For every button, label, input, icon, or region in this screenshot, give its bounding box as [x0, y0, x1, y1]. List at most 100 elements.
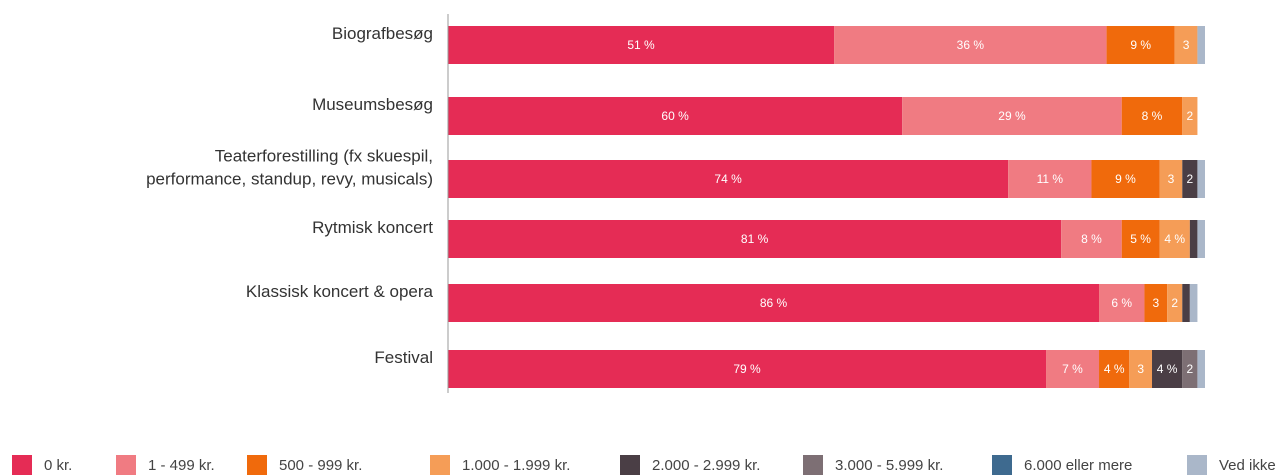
legend-item: 1.000 - 1.999 kr.: [430, 454, 570, 476]
data-label: 5 %: [1130, 232, 1151, 246]
legend-swatch: [620, 455, 640, 475]
bar-segment: [1182, 97, 1198, 135]
bar-segment: [1091, 160, 1160, 198]
bar-segment: [1106, 26, 1175, 64]
bar-segment: [1121, 97, 1183, 135]
legend-label: 0 kr.: [44, 456, 73, 474]
legend-label: 3.000 - 5.999 kr.: [835, 456, 944, 474]
legend-item: 2.000 - 2.999 kr.: [620, 454, 760, 476]
category-label-line: performance, standup, revy, musicals): [146, 170, 433, 189]
legend-label: 500 - 999 kr.: [279, 456, 363, 474]
bar-segment: [1189, 220, 1198, 258]
bar-segment: [1159, 220, 1190, 258]
category-label-line: Klassisk koncert & opera: [246, 282, 434, 301]
data-label: 2: [1187, 109, 1194, 123]
legend-swatch: [12, 455, 32, 475]
bar-segment: [1144, 284, 1168, 322]
bar-segment: [1197, 160, 1205, 198]
bar-segment: [1121, 220, 1160, 258]
legend-item: 500 - 999 kr.: [247, 454, 362, 476]
bar-segment: [448, 220, 1062, 258]
legend-item: Ved ikke: [1187, 454, 1276, 476]
bar-segment: [448, 26, 835, 64]
bar-segment: [1197, 26, 1205, 64]
legend-item: 0 kr.: [12, 454, 72, 476]
legend-label: 2.000 - 2.999 kr.: [652, 456, 761, 474]
data-label: 4 %: [1104, 362, 1125, 376]
data-label: 3: [1168, 172, 1175, 186]
category-labels: Biografbesøg Museumsbesøg Teaterforestilli…: [146, 24, 433, 367]
bar-segment: [1174, 26, 1198, 64]
legend-swatch: [116, 455, 136, 475]
data-label: 29 %: [998, 109, 1026, 123]
bar-segment: [902, 97, 1122, 135]
legend-label: 6.000 eller mere: [1024, 456, 1133, 474]
data-label: 4 %: [1164, 232, 1185, 246]
data-label: 8 %: [1081, 232, 1102, 246]
category-label: Biografbesøg: [332, 24, 433, 43]
bar-segment: [1182, 284, 1190, 322]
bar-segment: [1152, 350, 1183, 388]
category-label: Festival: [374, 348, 433, 367]
legend-label: Ved ikke: [1219, 456, 1276, 474]
data-label: 3: [1183, 38, 1190, 52]
category-label: Teaterforestilling (fx skuespil, performa…: [146, 147, 433, 189]
data-label: 9 %: [1130, 38, 1151, 52]
data-label: 36 %: [957, 38, 985, 52]
data-label: 51 %: [627, 38, 655, 52]
data-label: 60 %: [661, 109, 689, 123]
legend-label: 1 - 499 kr.: [148, 456, 215, 474]
bar-segment: [1099, 284, 1145, 322]
data-label: 2: [1187, 362, 1194, 376]
stacked-bar-chart: Biografbesøg Museumsbesøg Teaterforestilli…: [146, 14, 1205, 393]
data-label: 6 %: [1111, 296, 1132, 310]
data-label: 79 %: [733, 362, 761, 376]
category-label-line: Biografbesøg: [332, 24, 433, 43]
data-label: 2: [1171, 296, 1178, 310]
legend-swatch: [803, 455, 823, 475]
bar-segment: [1182, 160, 1198, 198]
category-label: Rytmisk koncert: [312, 218, 433, 237]
bar-segment: [448, 350, 1047, 388]
category-label: Klassisk koncert & opera: [246, 282, 434, 301]
data-label: 74 %: [714, 172, 742, 186]
legend-swatch: [430, 455, 450, 475]
bar-segment: [1182, 350, 1198, 388]
legend-item: 6.000 eller mere: [992, 454, 1132, 476]
bar-segment: [448, 284, 1100, 322]
legend-label: 1.000 - 1.999 kr.: [462, 456, 571, 474]
category-label-line: Rytmisk koncert: [312, 218, 433, 237]
bar-segment: [1061, 220, 1122, 258]
data-label: 81 %: [741, 232, 769, 246]
data-label: 11 %: [1037, 172, 1064, 186]
legend-swatch: [247, 455, 267, 475]
data-label: 2: [1187, 172, 1194, 186]
bar-segment: [448, 160, 1009, 198]
data-label: 3: [1137, 362, 1144, 376]
legend-item: 3.000 - 5.999 kr.: [803, 454, 943, 476]
legend-swatch: [1187, 455, 1207, 475]
bar-segment: [448, 97, 903, 135]
category-label: Museumsbesøg: [312, 95, 433, 114]
data-label: 4 %: [1157, 362, 1178, 376]
data-label: 8 %: [1142, 109, 1163, 123]
bar-segment: [1197, 220, 1205, 258]
category-label-line: Teaterforestilling (fx skuespil,: [215, 147, 433, 166]
data-label: 9 %: [1115, 172, 1136, 186]
bar-segment: [1167, 284, 1183, 322]
category-label-line: Festival: [374, 348, 433, 367]
legend-item: 1 - 499 kr.: [116, 454, 215, 476]
data-label: 7 %: [1062, 362, 1083, 376]
bar-segment: [1046, 350, 1100, 388]
bar-segment: [1189, 284, 1198, 322]
bar-segment: [1129, 350, 1153, 388]
data-label: 3: [1152, 296, 1159, 310]
bar-segment: [1099, 350, 1130, 388]
bar-segment: [1008, 160, 1092, 198]
bars: 51 % 36 % 9 % 360 % 29 % 8 % 274 % 11 % 9 % 3 281 …: [448, 26, 1205, 388]
bar-segment: [1159, 160, 1183, 198]
bar-segment: [834, 26, 1107, 64]
bar-segment: [1197, 350, 1205, 388]
category-label-line: Museumsbesøg: [312, 95, 433, 114]
legend: 0 kr. 1 - 499 kr. 500 - 999 kr. 1.000 - 1.9…: [0, 454, 1285, 476]
